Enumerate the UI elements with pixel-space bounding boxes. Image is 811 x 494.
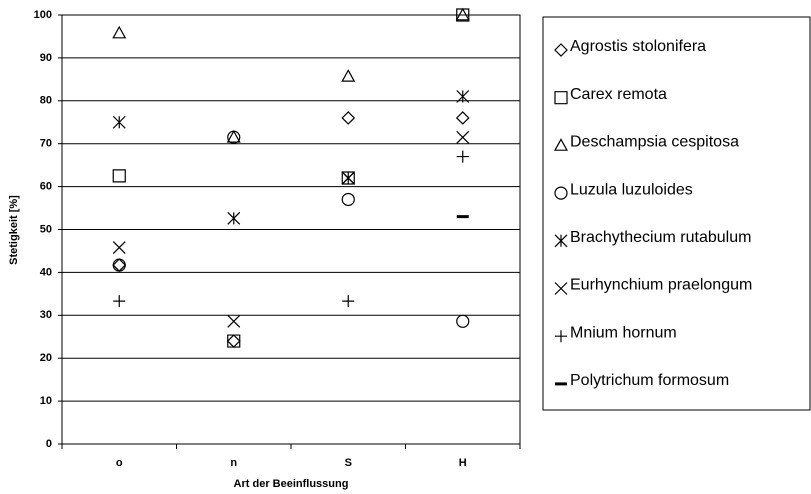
y-tick-label: 40 [40,266,52,278]
x-tick-label: H [459,457,467,469]
legend-marker [554,234,568,248]
x-tick-label: S [345,457,352,469]
y-tick-label: 60 [40,181,52,193]
legend-marker [553,138,569,151]
point [227,130,241,144]
y-axis-label: Stetigkeit [%] [8,195,20,265]
legend-label: Mnium hornum [570,324,677,341]
point [342,295,355,308]
y-tick-label: 20 [40,352,52,364]
y-tick-label: 90 [40,52,52,64]
point [456,8,470,22]
point [227,211,241,225]
point [456,150,469,163]
point [112,25,127,39]
legend-label: Carex remota [570,86,667,103]
x-tick-label: o [116,457,123,469]
point [113,295,126,308]
point [112,258,126,272]
y-tick-label: 0 [46,438,52,450]
x-axis-label: Art der Beeinflussung [234,478,349,490]
point [456,314,470,328]
x-tick-label: n [230,457,237,469]
y-tick-label: 70 [40,138,52,150]
legend-label: Deschampsia cespitosa [570,134,739,151]
point [226,130,241,143]
point [227,334,241,348]
legend-label: Brachythecium rutabulum [570,229,751,246]
y-tick-label: 30 [40,309,52,321]
legend-marker [554,186,568,200]
legend-marker [555,330,567,343]
point [341,111,356,125]
point [455,111,470,125]
y-tick-label: 10 [40,395,52,407]
point [456,130,470,144]
legend-marker [554,282,568,295]
legend-label: Eurhynchium praelongum [570,277,752,294]
point [341,171,355,185]
legend-label: Agrostis stolonifera [570,38,706,55]
point [456,90,470,103]
legend-label: Polytrichum formosum [570,372,729,389]
point [341,69,356,82]
point [112,115,126,129]
point [341,192,355,207]
y-tick-label: 50 [40,223,52,235]
legend-label: Luzula luzuloides [570,181,693,198]
y-tick-label: 100 [34,9,52,21]
legend-marker [554,91,568,105]
y-tick-label: 80 [40,95,52,107]
legend-box [542,16,811,411]
point [455,7,470,21]
legend-marker [554,43,568,57]
point [227,314,241,328]
point [112,169,126,183]
point [112,241,126,254]
